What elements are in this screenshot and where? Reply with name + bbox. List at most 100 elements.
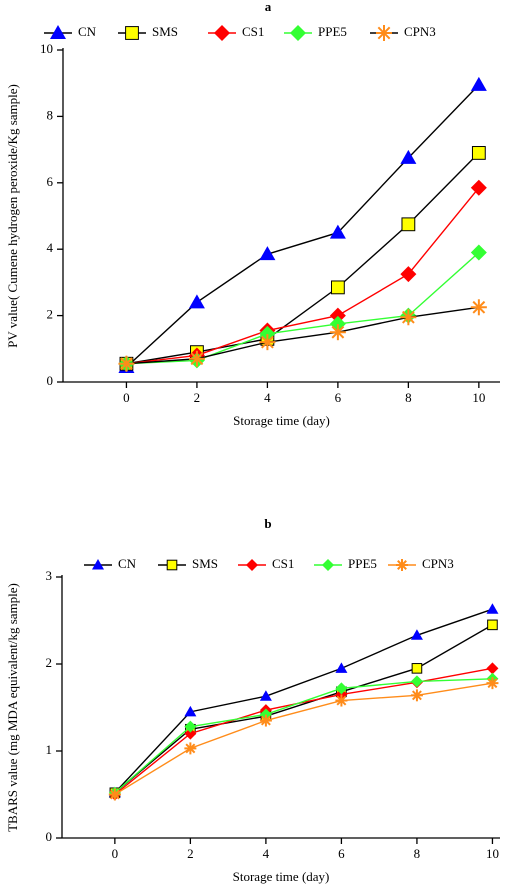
x-tick-label: 10 — [472, 390, 485, 405]
marker — [290, 25, 306, 41]
marker — [410, 689, 423, 702]
series-line — [126, 251, 480, 365]
marker-stroke — [402, 310, 415, 324]
marker — [246, 559, 258, 571]
x-tick-label: 10 — [486, 846, 499, 861]
marker — [214, 25, 230, 41]
chart-title: b — [264, 516, 271, 531]
legend-marker — [290, 25, 306, 41]
y-tick-label: 10 — [40, 41, 53, 56]
marker-stroke — [411, 690, 422, 701]
x-tick-label: 4 — [263, 846, 270, 861]
series-line — [114, 667, 493, 796]
marker — [400, 309, 417, 326]
marker — [166, 559, 178, 571]
marker-stroke — [336, 695, 347, 706]
legend-label: CPN3 — [422, 556, 454, 571]
series-line — [114, 624, 493, 794]
x-tick-label: 4 — [264, 390, 271, 405]
x-tick-label: 8 — [414, 846, 421, 861]
legend-label: SMS — [152, 24, 178, 39]
legend-marker — [92, 559, 104, 570]
x-tick-label: 6 — [335, 390, 342, 405]
marker — [376, 25, 392, 41]
marker — [184, 720, 197, 733]
x-tick-label: 6 — [338, 846, 345, 861]
legend-label: CN — [118, 556, 137, 571]
marker — [400, 266, 417, 283]
marker — [411, 663, 423, 674]
legend-marker — [246, 559, 258, 571]
marker — [401, 217, 416, 232]
y-axis-label: PV value( Cumene hydrogen peroxide/Kg sa… — [5, 84, 20, 348]
marker — [470, 76, 487, 91]
series-line — [126, 306, 479, 365]
marker — [108, 788, 121, 801]
marker — [188, 294, 205, 309]
marker — [50, 25, 66, 39]
marker-stroke — [397, 560, 407, 570]
x-axis-label: Storage time (day) — [233, 413, 330, 428]
y-tick-label: 2 — [46, 655, 53, 670]
marker — [396, 559, 408, 571]
legend-marker — [396, 559, 408, 571]
x-axis-label: Storage time (day) — [233, 869, 330, 884]
marker — [329, 224, 346, 239]
marker — [410, 629, 423, 640]
series-line — [125, 84, 480, 368]
marker — [330, 280, 345, 295]
y-tick-label: 6 — [47, 174, 54, 189]
marker-stroke — [185, 743, 196, 754]
legend-label: CN — [78, 24, 97, 39]
marker — [486, 603, 499, 614]
legend-marker — [125, 26, 139, 40]
marker — [470, 299, 487, 316]
marker — [125, 26, 139, 40]
marker — [118, 355, 135, 372]
legend-label: PPE5 — [348, 556, 377, 571]
marker — [335, 694, 348, 707]
x-tick-label: 2 — [187, 846, 194, 861]
legend-marker — [166, 559, 178, 571]
marker-stroke — [331, 325, 345, 339]
y-tick-label: 0 — [47, 373, 54, 388]
marker — [486, 677, 499, 690]
y-tick-label: 4 — [47, 240, 54, 255]
marker — [470, 179, 487, 196]
legend-marker — [214, 25, 230, 41]
marker-stroke — [260, 715, 271, 726]
marker-stroke — [190, 352, 204, 366]
marker — [487, 619, 498, 631]
legend-label: SMS — [192, 556, 218, 571]
y-axis-label: TBARS value (mg MDA equivalent/kg sample… — [5, 583, 20, 832]
y-tick-label: 3 — [46, 568, 53, 583]
marker — [184, 727, 197, 740]
marker — [259, 690, 272, 701]
marker — [259, 714, 272, 727]
series-line — [114, 608, 493, 794]
x-tick-label: 8 — [405, 390, 412, 405]
chart-title: a — [265, 0, 272, 14]
marker-stroke — [109, 789, 120, 800]
marker-stroke — [472, 300, 486, 314]
x-tick-label: 2 — [194, 390, 201, 405]
y-tick-label: 0 — [46, 829, 53, 844]
marker-stroke — [120, 357, 133, 371]
marker — [486, 662, 499, 675]
series-line — [114, 682, 493, 796]
y-tick-label: 1 — [46, 742, 53, 757]
marker — [410, 675, 423, 688]
marker — [92, 559, 104, 570]
marker — [184, 742, 197, 755]
x-tick-label: 0 — [123, 390, 130, 405]
marker — [329, 324, 346, 341]
marker — [259, 334, 276, 351]
marker — [322, 559, 334, 571]
legend-label: CS1 — [242, 24, 264, 39]
marker — [184, 705, 197, 717]
y-tick-label: 8 — [47, 107, 54, 122]
marker — [188, 350, 205, 367]
x-tick-label: 0 — [112, 846, 119, 861]
marker-stroke — [487, 678, 498, 689]
